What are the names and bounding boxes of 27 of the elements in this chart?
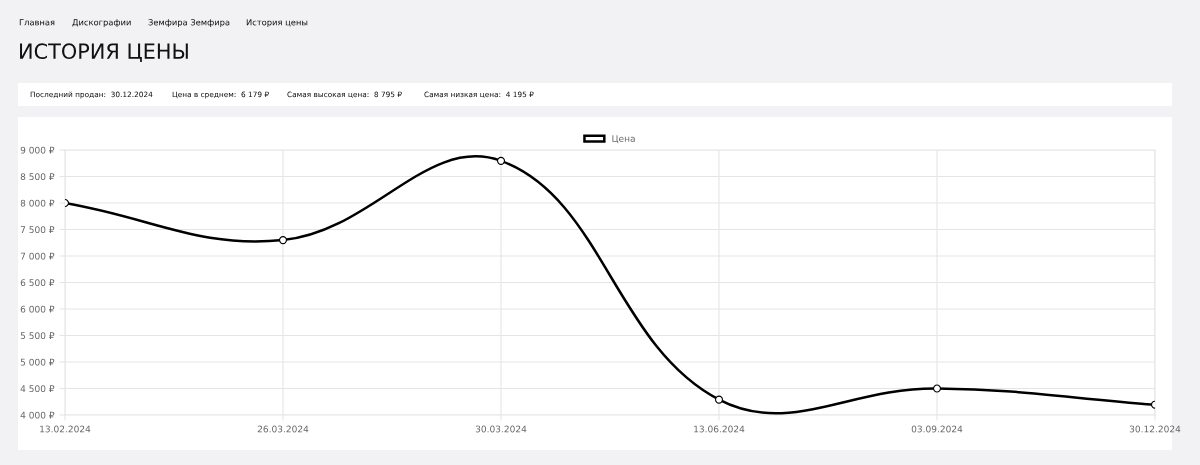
text: История цены <box>246 19 308 28</box>
y-tick-label: 5 500 ₽ <box>20 332 55 340</box>
y-tick-label: 7 500 ₽ <box>20 226 55 234</box>
point <box>932 384 942 393</box>
x-tick-label: 13.02.2024 <box>40 425 91 433</box>
y-tick-label: 4 000 ₽ <box>20 411 55 419</box>
y-tick-label: 5 000 ₽ <box>20 358 55 366</box>
x-tick-label: 03.09.2024 <box>911 425 963 433</box>
y-tick-label: 7 000 ₽ <box>20 252 55 260</box>
point <box>278 236 288 245</box>
text: Главная <box>19 19 55 26</box>
text: Дискографии <box>72 19 131 28</box>
point <box>496 156 506 165</box>
y-tick-label: 6 500 ₽ <box>20 279 55 287</box>
x-tick-label: 13.06.2024 <box>694 425 745 433</box>
y-tick-label: 4 500 ₽ <box>20 385 55 393</box>
y-tick-label: 6 000 ₽ <box>20 305 55 313</box>
y-tick-label: 8 500 ₽ <box>20 173 55 181</box>
text: Земфира Земфира <box>148 19 230 28</box>
x-tick-label: 30.12.2024 <box>1129 425 1181 433</box>
y-tick-label: 9 000 ₽ <box>20 146 55 154</box>
x-tick-label: 26.03.2024 <box>257 425 309 433</box>
x-tick-label: 30.03.2024 <box>475 425 527 433</box>
y-tick-label: 8 000 ₽ <box>20 199 55 207</box>
chart-title: ИСТОРИЯ ЦЕНЫ <box>20 43 188 63</box>
legend-label: Цена <box>612 135 635 144</box>
point <box>714 395 724 404</box>
